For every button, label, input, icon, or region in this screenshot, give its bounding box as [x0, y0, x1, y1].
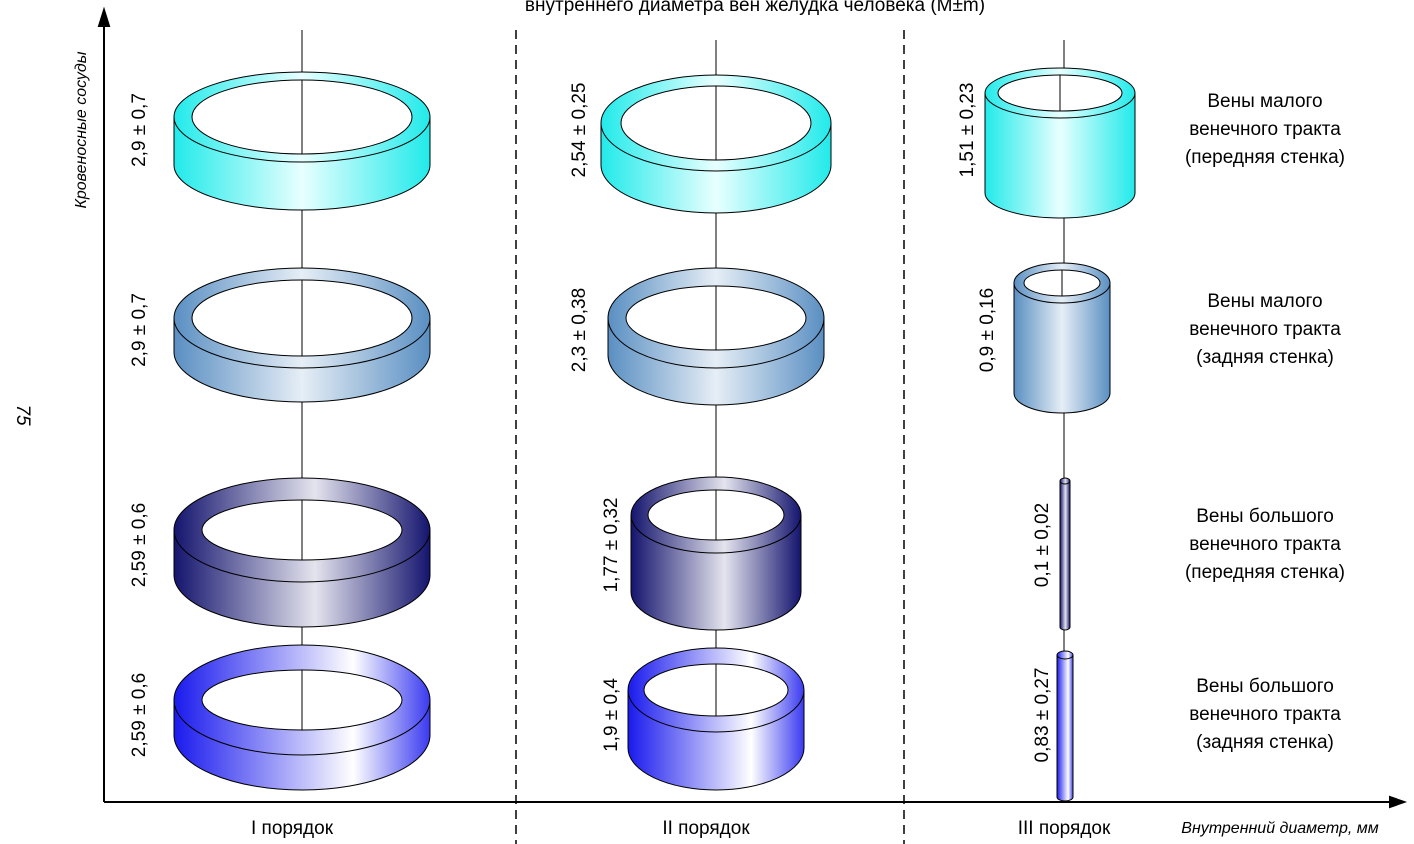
vessel-body	[1057, 655, 1073, 801]
value-label: 2,9 ± 0,7	[129, 293, 150, 367]
value-label: 2,54 ± 0,25	[569, 83, 590, 178]
vessel	[601, 75, 831, 213]
vessel	[628, 648, 804, 790]
row-label-line: венечного тракта	[1189, 319, 1341, 340]
y-axis-label: Кровеносные сосуды	[73, 51, 90, 208]
value-label: 2,9 ± 0,7	[129, 93, 150, 167]
row-label-line: (задняя стенка)	[1196, 732, 1334, 753]
vessel	[1060, 478, 1070, 630]
column-label: II порядок	[662, 818, 750, 839]
column-label: I порядок	[251, 818, 334, 839]
row-label: Вены большого венечного тракта (задняя сте…	[1189, 676, 1341, 753]
vessel	[1014, 263, 1110, 413]
diagram: внутреннего диаметра вен желудка человек…	[0, 0, 1414, 844]
value-label: 0,83 ± 0,27	[1032, 668, 1053, 763]
value-label: 2,59 ± 0,6	[129, 673, 150, 757]
row-label-line: Вены большого	[1196, 676, 1334, 697]
row-label: Вены малого венечного тракта (задняя стенк…	[1189, 291, 1341, 368]
value-label: 0,9 ± 0,16	[977, 288, 998, 372]
x-axis-label: Внутренний диаметр, мм	[1181, 820, 1379, 837]
value-label: 0,1 ± 0,02	[1032, 503, 1053, 587]
vessel-top	[1060, 478, 1070, 484]
vessel	[608, 268, 824, 405]
value-label: 2,3 ± 0,38	[569, 288, 590, 372]
row-label-line: Вены малого	[1207, 291, 1322, 312]
vessel	[174, 72, 430, 210]
row-label-line: Вены малого	[1207, 91, 1322, 112]
vessel	[631, 477, 801, 630]
row-label-line: венечного тракта	[1189, 704, 1341, 725]
title: внутреннего диаметра вен желудка человек…	[525, 0, 985, 16]
value-label: 2,59 ± 0,6	[129, 503, 150, 587]
row-label-line: Вены большого	[1196, 506, 1334, 527]
vessel	[1057, 651, 1073, 801]
value-label: 1,77 ± 0,32	[601, 498, 622, 593]
column-label: III порядок	[1018, 818, 1111, 839]
page-number: 75	[12, 404, 33, 426]
vessel-top	[1057, 651, 1073, 659]
vessel	[174, 268, 430, 402]
row-label-line: (передняя стенка)	[1185, 147, 1345, 168]
vessel-body	[1060, 481, 1070, 630]
row-label: Вены большого венечного тракта (передняя с…	[1185, 506, 1345, 583]
row-label-line: (задняя стенка)	[1196, 347, 1334, 368]
vessel	[174, 645, 430, 790]
content: I порядок II порядок III порядок 2,9 ± 0,7 2…	[129, 68, 1345, 839]
value-label: 1,51 ± 0,23	[957, 83, 978, 178]
row-label-line: венечного тракта	[1189, 119, 1341, 140]
row-label-line: (передняя стенка)	[1185, 562, 1345, 583]
row-label-line: венечного тракта	[1189, 534, 1341, 555]
vessel	[174, 478, 430, 627]
vessel	[985, 68, 1135, 218]
row-label: Вены малого венечного тракта (передняя сте…	[1185, 91, 1345, 168]
value-label: 1,9 ± 0,4	[601, 678, 622, 752]
